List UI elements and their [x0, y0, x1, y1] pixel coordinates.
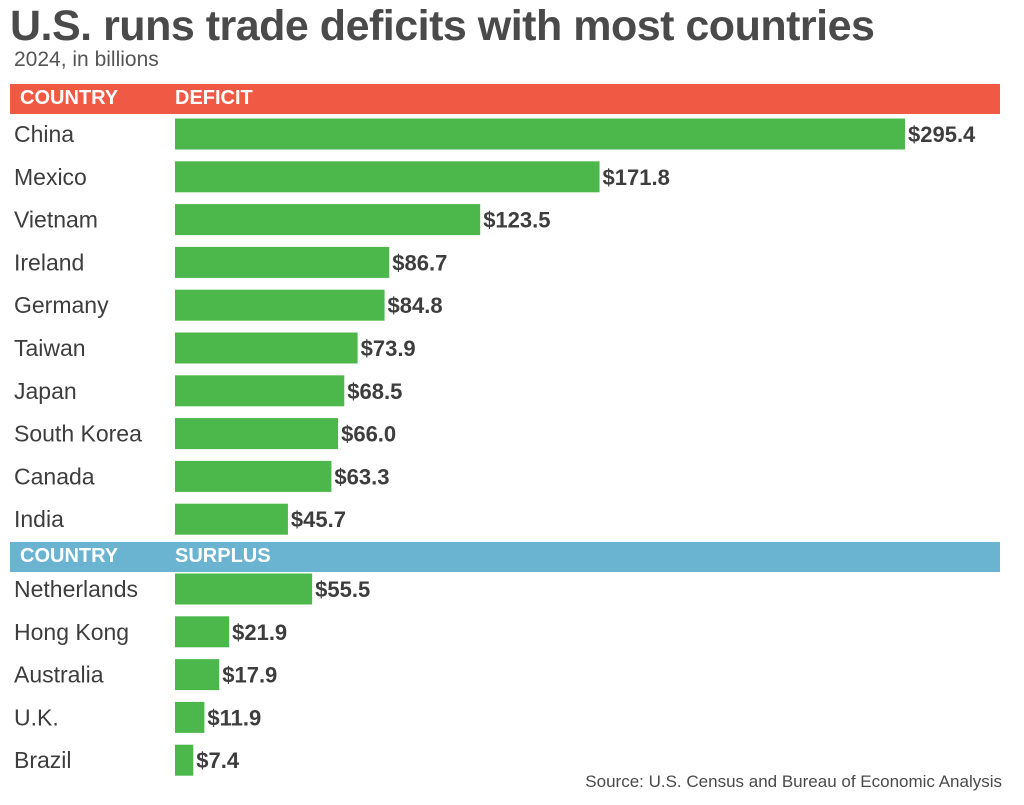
category-label-vietnam: Vietnam: [14, 207, 98, 233]
surplus-section-header: COUNTRY SURPLUS: [10, 542, 1000, 572]
bar-taiwan: [175, 332, 358, 364]
value-label-japan: $68.5: [347, 379, 402, 404]
bar-u-k: [175, 701, 205, 733]
category-label-japan: Japan: [14, 378, 77, 404]
bar-netherlands: [175, 573, 313, 605]
chart-title: U.S. runs trade deficits with most count…: [10, 2, 875, 50]
deficit-section-header: COUNTRY DEFICIT: [10, 84, 1000, 114]
bar-canada: [175, 460, 332, 492]
bar-vietnam: [175, 204, 481, 236]
value-label-vietnam: $123.5: [483, 208, 550, 233]
value-label-u-k: $11.9: [207, 705, 261, 730]
bar-australia: [175, 659, 220, 691]
bar-hong-kong: [175, 616, 230, 648]
category-label-germany: Germany: [14, 292, 109, 318]
value-label-china: $295.4: [908, 122, 976, 147]
value-label-mexico: $171.8: [603, 165, 670, 190]
category-label-ireland: Ireland: [14, 249, 84, 275]
bar-brazil: [175, 744, 194, 776]
value-label-brazil: $7.4: [196, 748, 240, 773]
bar-south-korea: [175, 418, 339, 450]
value-label-india: $45.7: [291, 507, 346, 532]
surplus-country-column-label: COUNTRY: [20, 545, 119, 567]
category-label-mexico: Mexico: [14, 164, 87, 190]
category-label-china: China: [14, 121, 74, 147]
category-label-india: India: [14, 506, 64, 532]
category-label-brazil: Brazil: [14, 747, 72, 773]
value-label-hong-kong: $21.9: [232, 620, 287, 645]
value-label-taiwan: $73.9: [361, 336, 416, 361]
deficit-column-label: DEFICIT: [175, 87, 253, 109]
bar-mexico: [175, 161, 600, 193]
value-label-south-korea: $66.0: [341, 422, 396, 447]
bar-india: [175, 503, 288, 535]
category-label-south-korea: South Korea: [14, 421, 142, 447]
category-label-hong-kong: Hong Kong: [14, 619, 129, 645]
bar-china: [175, 118, 905, 150]
category-label-canada: Canada: [14, 463, 95, 489]
chart-subtitle: 2024, in billions: [14, 48, 159, 71]
bar-germany: [175, 289, 385, 321]
value-label-australia: $17.9: [222, 663, 277, 688]
bar-ireland: [175, 246, 390, 278]
surplus-column-label: SURPLUS: [175, 545, 271, 567]
bar-japan: [175, 375, 345, 407]
category-label-netherlands: Netherlands: [14, 576, 138, 602]
category-label-australia: Australia: [14, 662, 104, 688]
value-label-ireland: $86.7: [392, 250, 447, 275]
value-label-germany: $84.8: [388, 293, 443, 318]
deficit-country-column-label: COUNTRY: [20, 87, 119, 109]
value-label-netherlands: $55.5: [315, 577, 370, 602]
value-label-canada: $63.3: [334, 464, 389, 489]
category-label-u-k: U.K.: [14, 704, 59, 730]
category-label-taiwan: Taiwan: [14, 335, 86, 361]
source-note: Source: U.S. Census and Bureau of Econom…: [585, 772, 1002, 791]
